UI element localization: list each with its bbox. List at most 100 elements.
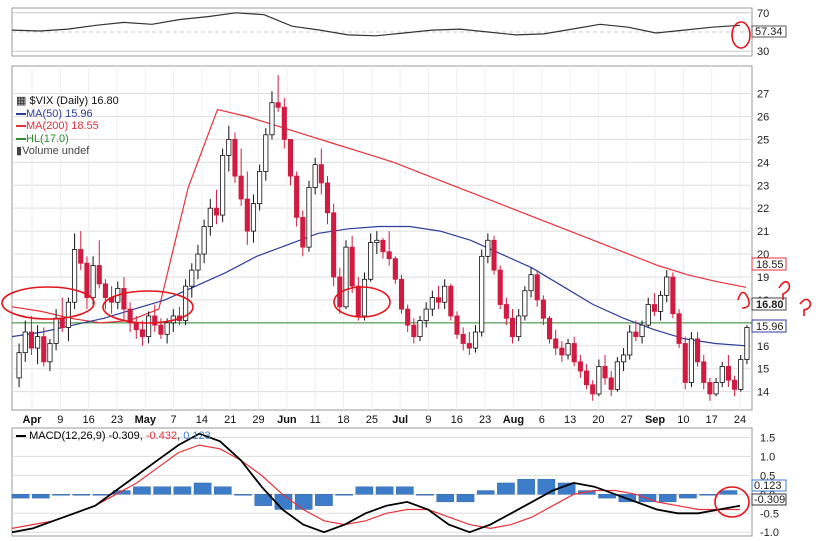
candle-body: [744, 327, 750, 360]
candle-body: [448, 285, 454, 317]
price-tick-label: 15: [757, 364, 769, 376]
legend-hl: HL(17.0): [16, 133, 119, 146]
candle-body: [497, 269, 503, 305]
x-tick-label: 25: [366, 414, 378, 426]
candle-body: [392, 258, 398, 280]
ma200-line: [11, 108, 747, 324]
candle-body: [577, 361, 583, 372]
x-tick-label: Jul: [392, 414, 408, 426]
candle-body: [90, 265, 96, 299]
candle-body: [226, 138, 232, 156]
x-tick-label: 9: [57, 414, 63, 426]
macd-hist-bar: [335, 494, 353, 496]
ma50-value-label: 15.96: [756, 321, 784, 333]
x-tick-label: 29: [252, 414, 264, 426]
x-tick-label: 7: [171, 414, 177, 426]
candle-body: [164, 322, 170, 335]
annotations: [1, 21, 812, 518]
candle-body: [528, 274, 534, 292]
macd-hist-bar: [193, 482, 212, 495]
candle-body: [201, 226, 207, 255]
candle-body: [571, 343, 577, 363]
candle-body: [195, 253, 201, 271]
x-tick-label: Apr: [23, 414, 43, 426]
candle-body: [72, 249, 78, 303]
ma200-swatch-icon: [16, 125, 26, 128]
macd-hist-bar: [11, 494, 30, 499]
candle-body: [16, 352, 22, 379]
macd-tick-label: 1.0: [760, 451, 775, 463]
candle-body: [331, 212, 337, 278]
macd-hist-value: 0.123: [183, 430, 211, 442]
candle-body: [442, 285, 448, 303]
rsi-line: [11, 12, 741, 37]
candle-body: [479, 255, 485, 333]
macd-swatch-icon: [16, 435, 26, 438]
candle-body: [368, 242, 374, 280]
x-tick-label: 9: [425, 414, 431, 426]
macd-hist-bar: [598, 494, 616, 499]
macd-tick-label: 1.5: [760, 432, 775, 444]
ma200-value-label: 18.55: [756, 259, 784, 271]
macd-hist-bar: [214, 486, 232, 495]
candle-body: [522, 290, 528, 317]
candle-body: [565, 343, 571, 356]
candle-body: [343, 246, 349, 308]
candle-body: [65, 301, 71, 328]
candle-body: [602, 366, 608, 379]
macd-legend: MACD(12,26,9) -0.309, -0.432, 0.123: [16, 430, 211, 442]
price-tick-label: 26: [757, 111, 769, 123]
ma50-line: [11, 225, 747, 347]
ma200-value-box: [751, 257, 787, 271]
price-tick-label: 14: [757, 387, 769, 399]
annotation-circle-jun: [333, 286, 391, 318]
candle-body: [244, 198, 250, 232]
x-tick-label: 23: [479, 414, 491, 426]
candle-body: [633, 331, 639, 338]
volume-bars-icon: ▮: [16, 145, 23, 157]
annotation-circle-macd: [714, 486, 750, 518]
macd-hist-bar: [476, 490, 495, 495]
candle-body: [590, 384, 596, 395]
candle-body: [738, 359, 744, 390]
candle-body: [429, 297, 435, 310]
rsi-grid: [12, 12, 752, 52]
rsi-panel: 705030 57.34: [11, 7, 787, 58]
candle-body: [411, 324, 417, 338]
candles: [16, 75, 750, 401]
candle-body: [614, 361, 620, 390]
price-tick-label: 22: [757, 203, 769, 215]
candle-body: [398, 278, 405, 310]
candle-body: [423, 308, 429, 321]
candle-body: [491, 239, 497, 271]
annotation-question-1: [778, 280, 791, 300]
macd-hist-bar: [72, 494, 91, 496]
macd-line: [11, 432, 741, 534]
macd-hist-bar: [173, 486, 192, 495]
candle-body: [263, 134, 269, 172]
macd-value-label: -0.309: [754, 494, 785, 506]
macd-hist-bar: [679, 494, 697, 499]
macd-hist-bar: [456, 494, 475, 503]
candle-body: [152, 315, 158, 326]
candle-body: [466, 343, 472, 349]
candle-body: [281, 106, 287, 140]
price-tick-label: 25: [757, 134, 769, 146]
candle-body: [405, 308, 411, 326]
candle-body: [688, 338, 694, 383]
legend-ma50: MA(50) 15.96: [16, 108, 119, 121]
macd-hist-bar: [32, 494, 50, 499]
candle-body: [503, 304, 509, 319]
rsi-value-box: [751, 25, 787, 38]
candle-body: [47, 343, 53, 363]
x-tick-label: 20: [592, 414, 604, 426]
macd-hist-bar: [355, 486, 374, 495]
price-tick-label: 19: [757, 272, 769, 284]
candle-body: [658, 294, 664, 312]
macd-value: -0.309: [108, 430, 140, 442]
price-tick-label: 24: [757, 157, 769, 169]
macd-hist-bar: [254, 494, 273, 506]
candle-body: [553, 338, 559, 349]
x-tick-label: Sep: [645, 414, 665, 426]
